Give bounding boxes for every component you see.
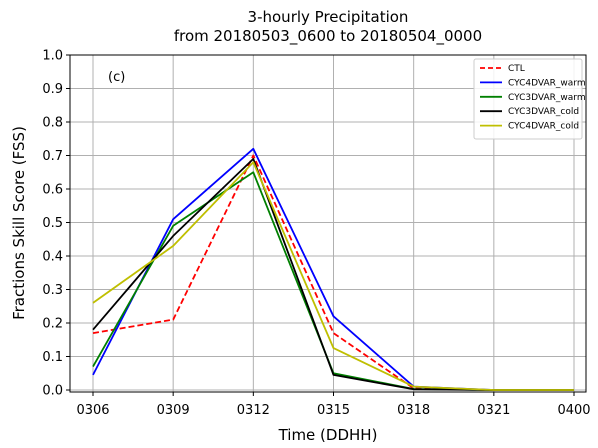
- x-tick-label: 0321: [477, 403, 510, 418]
- y-tick-label: 1.0: [42, 49, 63, 64]
- x-tick-label: 0306: [76, 403, 109, 418]
- y-tick-label: 0.7: [42, 149, 63, 164]
- y-tick-label: 0.3: [42, 283, 63, 298]
- legend-label: CYC3DVAR_warm: [508, 93, 586, 103]
- legend: CTL CYC4DVAR_warm CYC3DVAR_warm CYC3DVAR_co…: [473, 58, 586, 140]
- y-tick-label: 0.6: [42, 183, 63, 198]
- legend-label: CYC4DVAR_cold: [508, 122, 579, 132]
- legend-label: CYC4DVAR_warm: [508, 78, 586, 88]
- series-line-ctl: [92, 154, 574, 391]
- y-tick-label: 0.4: [42, 250, 63, 265]
- y-axis-label: Fractions Skill Score (FSS): [10, 126, 28, 320]
- ticks: 0306 0309 0312 0315 0318 0321 0400 0.0 0.1 0.2 0.3…: [42, 49, 590, 419]
- x-tick-label: 0400: [557, 403, 590, 418]
- x-tick-label: 0315: [317, 403, 350, 418]
- series-line-cyc4dvar-cold: [92, 161, 574, 391]
- y-tick-label: 0.5: [42, 216, 63, 231]
- legend-box: [473, 58, 583, 140]
- plot-frame: [69, 54, 587, 393]
- panel-label: (c): [108, 70, 125, 85]
- x-tick-label: 0312: [237, 403, 270, 418]
- y-tick-label: 0.1: [42, 350, 63, 365]
- chart-title: 3-hourly Precipitation: [248, 8, 409, 26]
- x-axis-label: Time (DDHH): [278, 426, 378, 444]
- legend-label: CTL: [508, 64, 525, 74]
- legend-label: CYC3DVAR_cold: [508, 107, 579, 117]
- x-tick-label: 0309: [157, 403, 190, 418]
- y-tick-label: 0.0: [42, 384, 63, 399]
- chart-subtitle: from 20180503_0600 to 20180504_0000: [174, 27, 482, 46]
- x-tick-label: 0318: [397, 403, 430, 418]
- y-tick-label: 0.2: [42, 317, 63, 332]
- y-tick-label: 0.9: [42, 82, 63, 97]
- y-tick-label: 0.8: [42, 116, 63, 131]
- series-layer: [92, 147, 574, 391]
